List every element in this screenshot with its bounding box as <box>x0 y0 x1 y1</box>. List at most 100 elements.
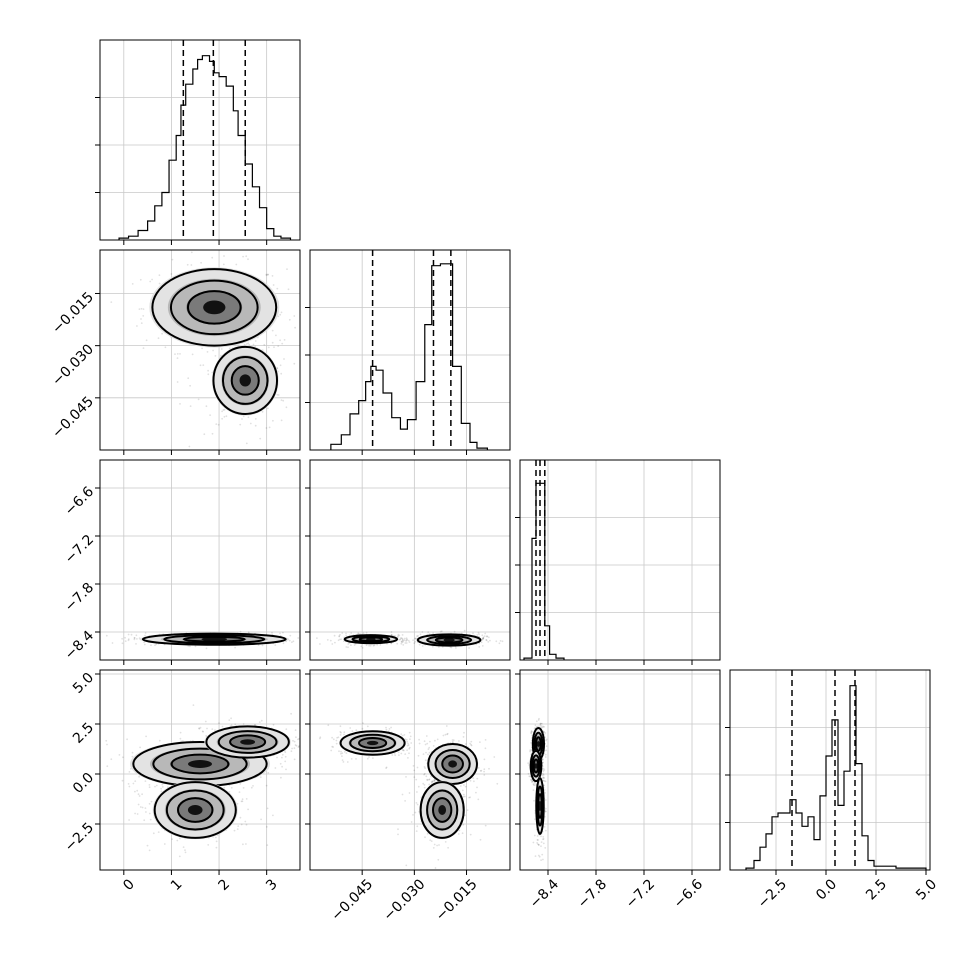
scatter-point <box>463 629 466 632</box>
scatter-point <box>405 640 407 642</box>
scatter-point <box>339 633 341 636</box>
scatter-point <box>282 631 284 634</box>
panel-frame <box>99 249 301 451</box>
scatter-point <box>440 630 443 633</box>
scatter-point <box>476 777 479 780</box>
scatter-point <box>362 632 365 634</box>
scatter-point <box>405 864 408 867</box>
scatter-point <box>127 638 130 640</box>
scatter-point <box>416 803 419 806</box>
x-tick-label: 1 <box>168 876 186 894</box>
scatter-point <box>272 419 274 422</box>
scatter-point <box>293 740 296 743</box>
scatter-point <box>539 724 542 727</box>
scatter-point <box>236 802 239 805</box>
scatter-point <box>408 752 410 755</box>
scatter-point <box>297 746 300 748</box>
scatter-point <box>176 353 179 355</box>
density-region <box>239 374 251 387</box>
scatter-point <box>432 632 434 635</box>
scatter-point <box>431 780 434 782</box>
scatter-point <box>341 752 344 755</box>
scatter-point <box>532 841 535 844</box>
scatter-point <box>416 635 418 638</box>
scatter-point <box>433 780 436 783</box>
scatter-point <box>203 433 206 436</box>
scatter-point <box>265 273 268 276</box>
scatter-point <box>339 725 342 728</box>
scatter-point <box>545 749 548 752</box>
scatter-point <box>345 646 348 648</box>
scatter-point <box>544 732 547 734</box>
hist-panel-1 <box>305 249 511 451</box>
scatter-point <box>402 644 405 646</box>
scatter-point <box>484 739 487 741</box>
scatter-point <box>277 345 280 347</box>
scatter-point <box>247 808 250 811</box>
scatter-point <box>310 350 312 352</box>
scatter-point <box>544 780 547 783</box>
scatter-point <box>202 364 205 366</box>
scatter-point <box>542 777 545 779</box>
scatter-point <box>390 631 393 633</box>
scatter-point <box>339 731 342 733</box>
scatter-point <box>423 740 426 743</box>
scatter-point <box>228 719 231 721</box>
scatter-point <box>199 364 202 367</box>
scatter-point <box>421 645 424 647</box>
scatter-point <box>340 731 342 734</box>
scatter-point <box>293 758 296 761</box>
scatter-point <box>161 332 164 335</box>
scatter-point <box>215 840 218 843</box>
scatter-point <box>215 836 217 839</box>
density-region <box>536 741 541 747</box>
scatter-point <box>209 414 212 416</box>
density-region <box>366 740 379 746</box>
scatter-point <box>385 726 387 729</box>
scatter-point <box>242 787 245 789</box>
scatter-point <box>337 736 340 739</box>
scatter-point <box>464 743 467 745</box>
scatter-point <box>397 833 399 836</box>
scatter-point <box>537 839 539 841</box>
scatter-point <box>486 635 488 638</box>
scatter-point <box>400 640 403 643</box>
scatter-point <box>529 775 532 778</box>
scatter-point <box>131 751 134 754</box>
scatter-point <box>174 353 176 355</box>
scatter-point <box>140 318 142 320</box>
density-contour <box>531 754 541 778</box>
scatter-point <box>350 632 353 634</box>
scatter-point <box>234 646 237 649</box>
scatter-point <box>137 793 140 796</box>
scatter-point <box>457 833 460 835</box>
scatter-point <box>331 643 334 645</box>
scatter-point <box>201 347 204 350</box>
scatter-point <box>487 636 490 639</box>
scatter-point <box>414 640 417 643</box>
scatter-point <box>533 799 535 802</box>
scatter-point <box>259 776 262 779</box>
density-contour <box>182 635 246 643</box>
scatter-point <box>142 308 145 310</box>
scatter-point <box>189 645 191 648</box>
density-region <box>203 300 226 315</box>
scatter-point <box>468 796 470 799</box>
scatter-point <box>273 346 275 348</box>
scatter-point <box>346 761 349 763</box>
scatter-point <box>408 792 411 794</box>
scatter-point <box>280 399 283 401</box>
scatter-point <box>211 432 214 435</box>
scatter-point <box>90 281 92 283</box>
scatter-point <box>422 753 425 755</box>
scatter-point <box>293 747 296 750</box>
scatter-point <box>254 424 257 427</box>
scatter-point <box>403 749 405 752</box>
scatter-point <box>220 348 223 350</box>
scatter-point <box>355 729 358 731</box>
scatter-point <box>422 782 425 785</box>
density-contour <box>176 797 214 823</box>
scatter-point <box>405 738 408 741</box>
scatter-point <box>215 423 218 425</box>
scatter-point <box>241 418 243 420</box>
